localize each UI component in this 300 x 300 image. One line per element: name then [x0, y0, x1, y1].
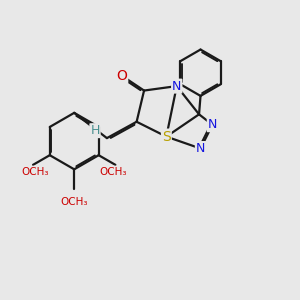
Text: H: H — [90, 124, 100, 137]
Text: N: N — [208, 118, 217, 131]
Text: OCH₃: OCH₃ — [100, 167, 127, 176]
Text: O: O — [116, 69, 127, 83]
Text: S: S — [162, 130, 171, 144]
Text: OCH₃: OCH₃ — [61, 197, 88, 207]
Text: OCH₃: OCH₃ — [21, 167, 49, 176]
Text: N: N — [172, 80, 182, 93]
Text: N: N — [196, 142, 205, 155]
